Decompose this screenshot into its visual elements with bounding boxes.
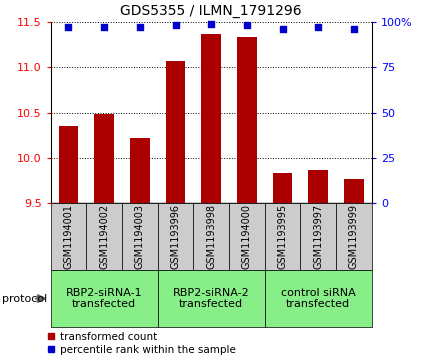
Point [172, 23, 179, 28]
Point [350, 26, 357, 32]
Title: GDS5355 / ILMN_1791296: GDS5355 / ILMN_1791296 [121, 4, 302, 18]
Bar [122, 203, 158, 270]
Bar [86, 203, 122, 270]
Bar [158, 270, 265, 327]
Text: GSM1193995: GSM1193995 [278, 204, 288, 269]
Bar [166, 61, 185, 203]
Bar [158, 203, 193, 270]
Bar [51, 203, 86, 270]
Bar [336, 203, 372, 270]
Point [101, 24, 108, 30]
Text: protocol: protocol [2, 294, 48, 303]
Bar [202, 34, 221, 203]
Point [136, 24, 143, 30]
Bar [301, 203, 336, 270]
Bar [237, 37, 257, 203]
Text: GSM1194003: GSM1194003 [135, 204, 145, 269]
Text: RBP2-siRNA-1
transfected: RBP2-siRNA-1 transfected [66, 288, 143, 309]
Text: GSM1193996: GSM1193996 [171, 204, 180, 269]
Text: RBP2-siRNA-2
transfected: RBP2-siRNA-2 transfected [173, 288, 249, 309]
Point [279, 26, 286, 32]
Bar [344, 179, 364, 203]
Text: GSM1194002: GSM1194002 [99, 204, 109, 269]
Point [315, 24, 322, 30]
Point [65, 24, 72, 30]
Bar [265, 203, 301, 270]
Bar [130, 138, 150, 203]
Text: GSM1193999: GSM1193999 [349, 204, 359, 269]
Text: control siRNA
transfected: control siRNA transfected [281, 288, 356, 309]
Legend: transformed count, percentile rank within the sample: transformed count, percentile rank withi… [47, 332, 235, 355]
Bar [265, 270, 372, 327]
Bar [51, 270, 158, 327]
Bar [273, 173, 293, 203]
Bar [193, 203, 229, 270]
Point [208, 21, 215, 26]
Text: GSM1194001: GSM1194001 [63, 204, 73, 269]
Point [243, 23, 250, 28]
Text: GSM1194000: GSM1194000 [242, 204, 252, 269]
Text: GSM1193997: GSM1193997 [313, 204, 323, 269]
Bar [94, 114, 114, 203]
Bar [308, 170, 328, 203]
Text: GSM1193998: GSM1193998 [206, 204, 216, 269]
Bar [229, 203, 265, 270]
Bar [59, 126, 78, 203]
